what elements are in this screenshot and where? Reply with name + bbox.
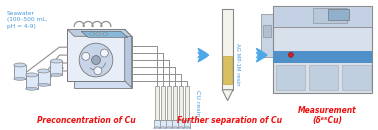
Text: Seawater
(100–500 mL,
pH = 4-9): Seawater (100–500 mL, pH = 4-9) [7, 11, 47, 29]
Ellipse shape [26, 87, 38, 90]
Bar [273, 6, 372, 93]
Bar [313, 8, 347, 23]
Ellipse shape [51, 73, 62, 76]
Bar [276, 65, 305, 90]
Bar [96, 33, 101, 35]
Polygon shape [81, 31, 128, 37]
Ellipse shape [14, 77, 26, 80]
Ellipse shape [172, 127, 179, 130]
Ellipse shape [38, 69, 50, 73]
Bar [184, 120, 191, 128]
Text: Measurement
(δ⁶⁵Cu): Measurement (δ⁶⁵Cu) [298, 106, 357, 125]
Circle shape [101, 49, 108, 57]
Bar [38, 71, 50, 85]
Polygon shape [67, 29, 132, 36]
Bar [160, 120, 167, 128]
Bar [90, 33, 93, 35]
Text: Preconcentration of Cu: Preconcentration of Cu [37, 116, 135, 125]
Bar [261, 14, 274, 57]
Bar [172, 120, 179, 128]
Bar [273, 51, 372, 63]
Bar [51, 61, 62, 75]
Bar [161, 86, 165, 120]
Ellipse shape [14, 63, 26, 67]
Bar [155, 86, 159, 120]
Polygon shape [222, 90, 233, 101]
Ellipse shape [154, 127, 161, 130]
Bar [173, 86, 177, 120]
Bar [223, 56, 232, 84]
Bar [166, 120, 173, 128]
Text: Further separation of Cu: Further separation of Cu [177, 116, 282, 125]
Circle shape [91, 56, 101, 64]
Ellipse shape [26, 73, 38, 77]
Polygon shape [125, 29, 132, 88]
Ellipse shape [51, 59, 62, 63]
Bar [185, 86, 189, 120]
Ellipse shape [184, 127, 191, 130]
Circle shape [82, 52, 90, 60]
Bar [263, 25, 271, 37]
Bar [179, 86, 183, 120]
Text: AG MP-1M resin: AG MP-1M resin [235, 43, 240, 85]
Bar [342, 65, 371, 90]
Circle shape [288, 52, 293, 57]
Bar [309, 65, 338, 90]
Ellipse shape [166, 127, 173, 130]
Bar [154, 120, 161, 128]
Bar [327, 9, 349, 21]
Circle shape [94, 67, 102, 75]
Bar [26, 75, 38, 89]
Ellipse shape [178, 127, 184, 130]
Polygon shape [67, 29, 125, 81]
Ellipse shape [38, 83, 50, 86]
Ellipse shape [160, 127, 167, 130]
Polygon shape [74, 36, 132, 88]
Bar [178, 120, 184, 128]
Text: CU resin: CU resin [195, 90, 200, 116]
Bar [273, 6, 372, 27]
Bar [104, 33, 107, 35]
Bar [14, 65, 26, 79]
Bar [222, 9, 233, 90]
Bar [167, 86, 171, 120]
Circle shape [79, 43, 113, 77]
